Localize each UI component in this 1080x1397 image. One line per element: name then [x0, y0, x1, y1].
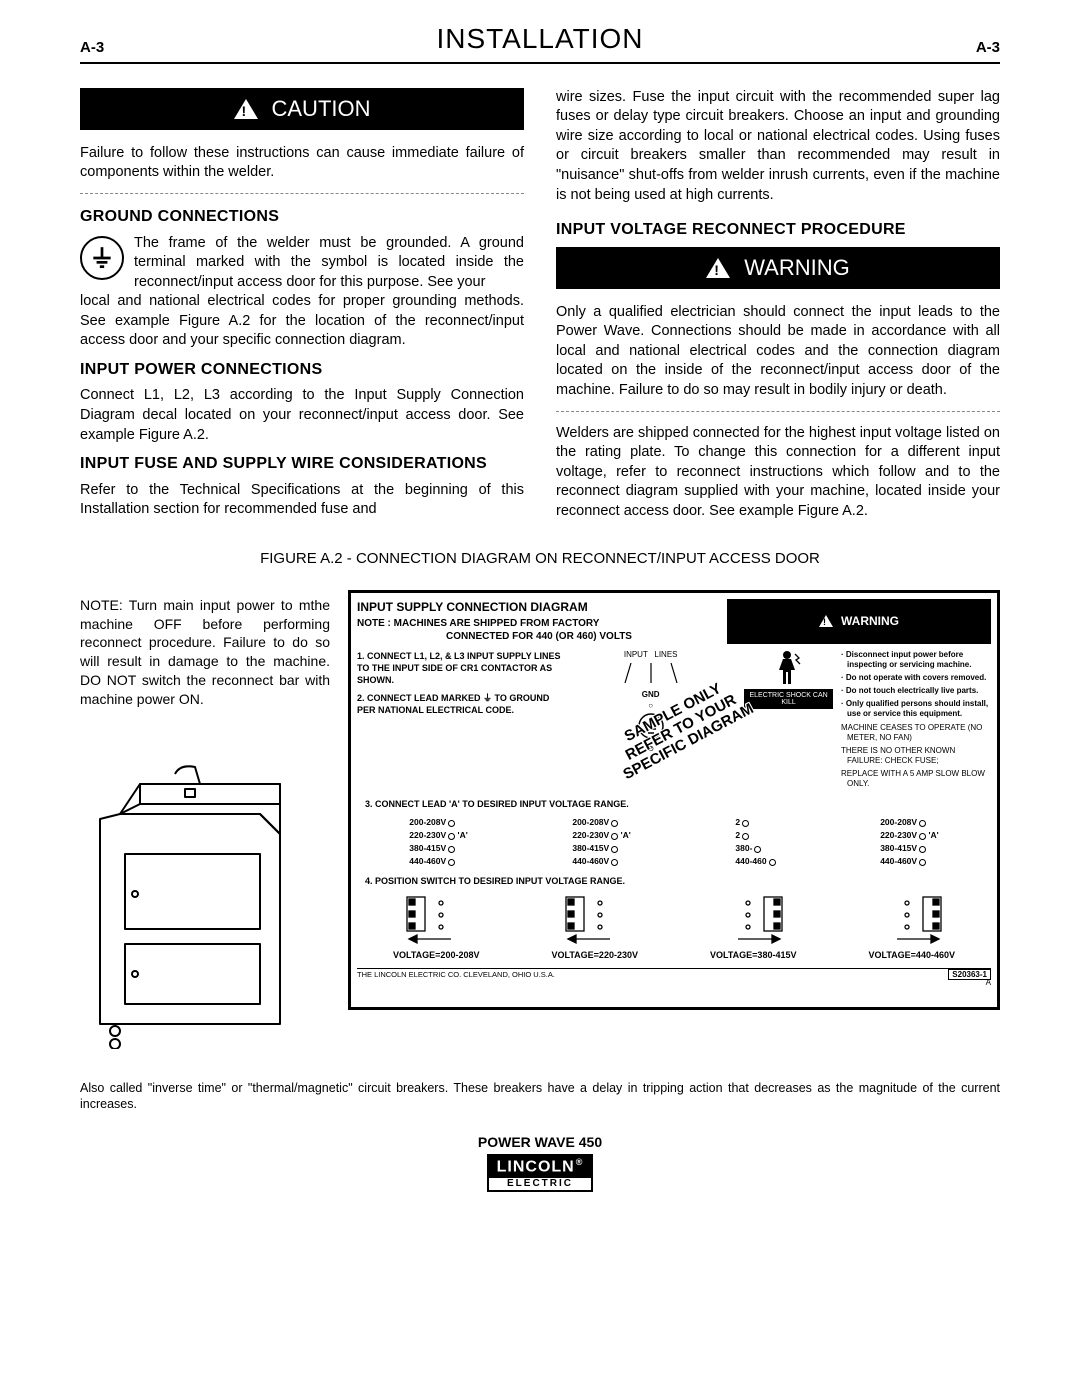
diagram-warning-label: WARNING [841, 613, 899, 629]
diagram-factory-sub: CONNECTED FOR 440 (OR 460) VOLTS [357, 630, 721, 644]
product-name: POWER WAVE 450 [80, 1133, 1000, 1152]
figure-left-block: NOTE: Turn main input power to mthe mach… [80, 590, 330, 1056]
warning-box: WARNING [556, 247, 1000, 289]
switch-block: VOLTAGE=380-415V [710, 891, 796, 961]
vr: 200-208V [409, 817, 446, 827]
shipping-text: Welders are shipped connected for the hi… [556, 424, 1000, 522]
warning-label: WARNING [744, 253, 850, 283]
brand-top: LINCOLN [497, 1159, 575, 1176]
connection-diagram-panel: INPUT SUPPLY CONNECTION DIAGRAM NOTE : M… [348, 590, 1000, 1010]
shock-person-block: ELECTRIC SHOCK CAN KILL [740, 650, 833, 755]
footer-code: S20363-1 [948, 969, 991, 980]
switch-label: VOLTAGE=200-208V [393, 949, 479, 961]
page-number-right: A-3 [976, 38, 1000, 58]
divider [556, 411, 1000, 412]
brand-bottom: ELECTRIC [489, 1178, 592, 1190]
input-lines-icon [621, 661, 681, 687]
fuse-note: THERE IS NO OTHER KNOWN FAILURE: CHECK F… [841, 746, 991, 766]
figure-note: NOTE: Turn main input power to mthe mach… [80, 590, 330, 709]
page-header: A-3 INSTALLATION A-3 [80, 20, 1000, 64]
figure-caption: FIGURE A.2 - CONNECTION DIAGRAM ON RECON… [80, 549, 1000, 569]
switch-block: VOLTAGE=440-460V [869, 891, 955, 961]
fuse-note: MACHINE CEASES TO OPERATE (NO METER, NO … [841, 723, 991, 743]
caution-label: CAUTION [272, 94, 371, 124]
a-label: 'A' [621, 830, 631, 840]
brand-reg: ® [576, 1157, 584, 1167]
switch-label: VOLTAGE=220-230V [552, 949, 638, 961]
warning-triangle-icon [706, 258, 730, 278]
step4: 4. POSITION SWITCH TO DESIRED INPUT VOLT… [365, 875, 991, 887]
ground-rest-text: local and national electrical codes for … [80, 292, 524, 351]
switch-block: VOLTAGE=200-208V [393, 891, 479, 961]
ground-heading: GROUND CONNECTIONS [80, 206, 524, 228]
warn-item: · Only qualified persons should install,… [841, 699, 991, 719]
diagram-title: INPUT SUPPLY CONNECTION DIAGRAM [357, 599, 721, 615]
person-shock-icon [773, 678, 801, 688]
step2: 2. CONNECT LEAD MARKED ⏚ TO GROUND PER N… [357, 692, 561, 716]
fuse-heading: INPUT FUSE AND SUPPLY WIRE CONSIDERATION… [80, 453, 524, 475]
vr: 220-230V [409, 830, 446, 840]
wire-text: wire sizes. Fuse the input circuit with … [556, 88, 1000, 205]
a-label: 'A' [458, 830, 468, 840]
lines-label: LINES [654, 650, 677, 659]
vr: 200-208V [572, 817, 609, 827]
vr: 440-460V [572, 856, 609, 866]
warn-item: · Do not touch electrically live parts. [841, 686, 991, 696]
footnote: Also called "inverse time" or "thermal/m… [80, 1080, 1000, 1114]
content-columns: CAUTION Failure to follow these instruct… [80, 88, 1000, 522]
footer-company: THE LINCOLN ELECTRIC CO. CLEVELAND, OHIO… [357, 970, 555, 981]
vr: 220-230V [880, 830, 917, 840]
ground-circle-icon [637, 712, 665, 740]
panel-footer: THE LINCOLN ELECTRIC CO. CLEVELAND, OHIO… [357, 968, 991, 981]
warning-text: Only a qualified electrician should conn… [556, 303, 1000, 401]
voltage-range-grid: 200-208V 220-230V 'A' 380-415V 440-460V … [357, 816, 991, 869]
diagram-steps: 1. CONNECT L1, L2, & L3 INPUT SUPPLY LIN… [357, 650, 833, 792]
figure-area: NOTE: Turn main input power to mthe mach… [80, 590, 1000, 1056]
vr: 440-460V [880, 856, 917, 866]
lincoln-logo: LINCOLN® ELECTRIC [487, 1154, 594, 1191]
right-column: wire sizes. Fuse the input circuit with … [556, 88, 1000, 522]
diagram-title-block: INPUT SUPPLY CONNECTION DIAGRAM NOTE : M… [357, 599, 721, 644]
step1: 1. CONNECT L1, L2, & L3 INPUT SUPPLY LIN… [357, 650, 561, 686]
warning-triangle-icon [234, 99, 258, 119]
vr: 220-230V [572, 830, 609, 840]
left-column: CAUTION Failure to follow these instruct… [80, 88, 524, 522]
reconnect-heading: INPUT VOLTAGE RECONNECT PROCEDURE [556, 219, 1000, 241]
vr: 440-460V [409, 856, 446, 866]
step3: 3. CONNECT LEAD 'A' TO DESIRED INPUT VOL… [365, 798, 991, 810]
switch-row: VOLTAGE=200-208V VOLTAGE=220-230V VOLTAG… [357, 891, 991, 961]
page-title: INSTALLATION [436, 20, 643, 58]
ground-lead-text: The frame of the welder must be grounded… [134, 234, 524, 293]
vr: 200-208V [880, 817, 917, 827]
input-power-heading: INPUT POWER CONNECTIONS [80, 359, 524, 381]
footer-a: A [986, 978, 991, 989]
diagram-warning-header: WARNING [727, 599, 991, 644]
warn-item: · Do not operate with covers removed. [841, 673, 991, 683]
input-label: INPUT [624, 650, 648, 659]
input-power-text: Connect L1, L2, L3 according to the Inpu… [80, 386, 524, 445]
switch-label: VOLTAGE=440-460V [869, 949, 955, 961]
gnd-label: GND [567, 690, 734, 701]
vr: 380-415V [572, 843, 609, 853]
ground-paragraph: The frame of the welder must be grounded… [80, 234, 524, 293]
vr: 380-415V [880, 843, 917, 853]
page-number-left: A-3 [80, 38, 104, 58]
ground-symbol-icon [80, 236, 124, 280]
welder-sketch [80, 759, 330, 1056]
vr: 380-415V [409, 843, 446, 853]
fuse-note: REPLACE WITH A 5 AMP SLOW BLOW ONLY. [841, 769, 991, 789]
a-label: 'A' [928, 830, 938, 840]
switch-block: VOLTAGE=220-230V [552, 891, 638, 961]
diagram-warning-list: · Disconnect input power before inspecti… [841, 650, 991, 792]
divider [80, 193, 524, 194]
shock-label: ELECTRIC SHOCK CAN KILL [744, 689, 833, 709]
fuse-text: Refer to the Technical Specifications at… [80, 481, 524, 520]
diagram-factory-note: NOTE : MACHINES ARE SHIPPED FROM FACTORY [357, 617, 721, 631]
warn-item: · Disconnect input power before inspecti… [841, 650, 991, 670]
caution-text: Failure to follow these instructions can… [80, 144, 524, 183]
caution-box: CAUTION [80, 88, 524, 130]
switch-label: VOLTAGE=380-415V [710, 949, 796, 961]
page-footer: POWER WAVE 450 LINCOLN® ELECTRIC [80, 1133, 1000, 1192]
warning-triangle-icon [819, 615, 833, 627]
